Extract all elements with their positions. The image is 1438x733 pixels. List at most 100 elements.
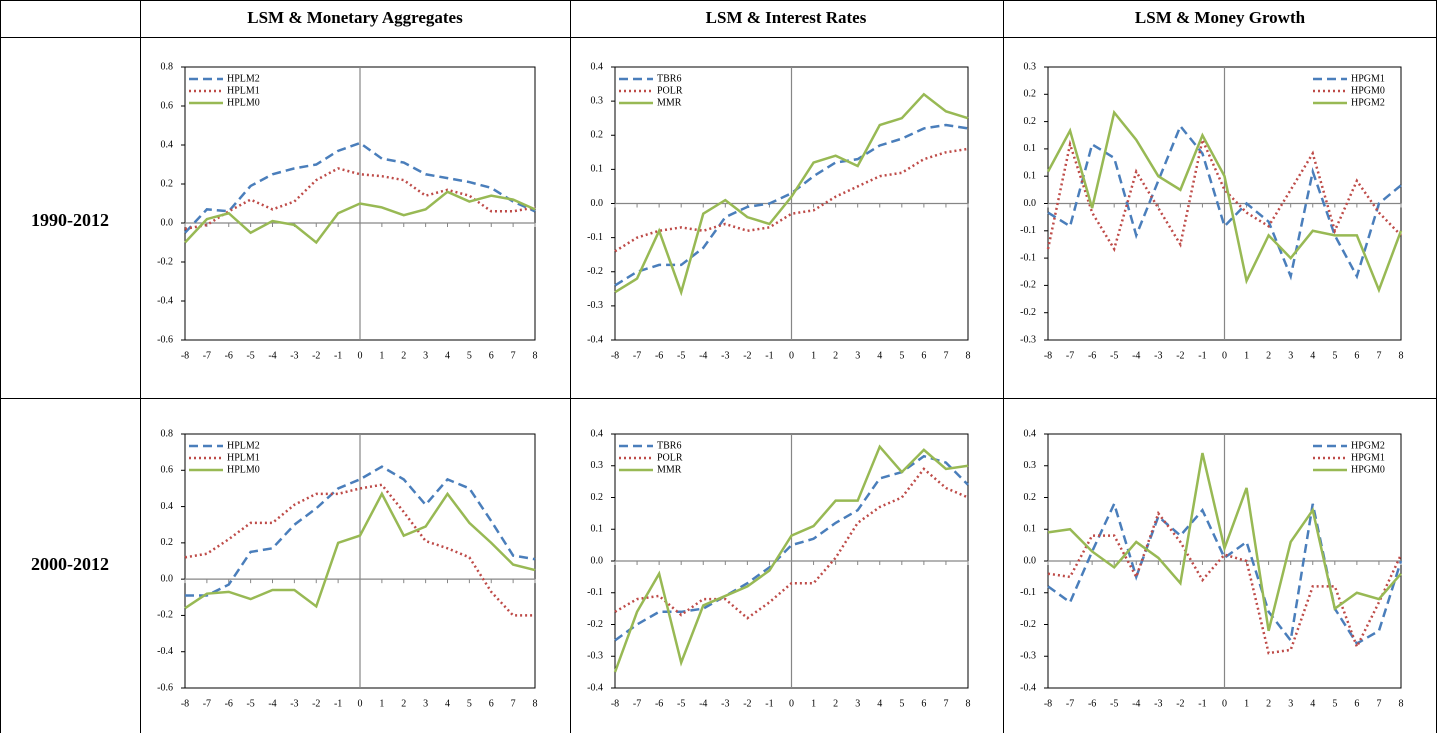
y-tick-label: -0.3 xyxy=(587,300,603,311)
series-line xyxy=(1047,452,1402,632)
x-tick-label: -5 xyxy=(246,350,254,361)
y-tick-label: -0.4 xyxy=(1020,682,1036,693)
legend-label: HPGM0 xyxy=(1351,464,1385,475)
series-line xyxy=(1047,123,1402,281)
x-tick-label: 5 xyxy=(899,698,904,709)
y-tick-label: -0.1 xyxy=(587,232,603,243)
x-tick-label: -5 xyxy=(677,350,685,361)
x-tick-label: -4 xyxy=(268,698,276,709)
x-tick-label: 1 xyxy=(379,350,384,361)
series-line xyxy=(614,123,969,287)
x-tick-label: 5 xyxy=(1332,698,1337,709)
series-line xyxy=(184,491,536,610)
legend-label: HPGM0 xyxy=(1351,85,1385,96)
x-tick-label: 0 xyxy=(358,698,363,709)
x-tick-label: -7 xyxy=(1066,350,1074,361)
x-tick-label: -6 xyxy=(225,698,233,709)
x-tick-label: -2 xyxy=(1176,698,1184,709)
x-tick-label: -8 xyxy=(181,698,189,709)
x-tick-label: 8 xyxy=(1399,350,1404,361)
x-tick-label: -2 xyxy=(312,350,320,361)
x-tick-label: -8 xyxy=(611,698,619,709)
y-tick-label: -0.4 xyxy=(157,295,173,306)
y-tick-label: 0.3 xyxy=(1024,61,1037,72)
x-tick-label: 2 xyxy=(1266,698,1271,709)
y-tick-label: 0.6 xyxy=(161,100,174,111)
y-tick-label: 0.1 xyxy=(591,524,604,535)
y-tick-label: -0.4 xyxy=(157,646,173,657)
x-tick-label: 1 xyxy=(811,698,816,709)
x-tick-label: 5 xyxy=(467,698,472,709)
x-tick-label: 6 xyxy=(921,350,926,361)
x-tick-label: -1 xyxy=(334,350,342,361)
y-tick-label: -0.2 xyxy=(1020,280,1036,291)
x-tick-label: -3 xyxy=(1154,350,1162,361)
x-tick-label: 2 xyxy=(401,350,406,361)
y-tick-label: -0.2 xyxy=(157,610,173,621)
legend-label: TBR6 xyxy=(657,440,681,451)
y-tick-label: 0.4 xyxy=(161,139,174,150)
legend-label: MMR xyxy=(657,464,682,475)
legend-label: HPLM1 xyxy=(227,452,260,463)
row-label: 2000-2012 xyxy=(31,554,109,574)
x-tick-label: 2 xyxy=(833,698,838,709)
y-tick-label: -0.3 xyxy=(1020,651,1036,662)
series-line xyxy=(1046,109,1403,294)
legend-label: HPGM2 xyxy=(1351,440,1385,451)
x-tick-label: 0 xyxy=(358,350,363,361)
x-tick-label: -5 xyxy=(1110,350,1118,361)
y-tick-label: -0.4 xyxy=(587,334,603,345)
legend-label: HPLM1 xyxy=(227,85,260,96)
y-tick-label: 0.0 xyxy=(1024,555,1037,566)
y-tick-label: 0.3 xyxy=(591,460,604,471)
y-tick-label: 0.8 xyxy=(161,61,174,72)
x-tick-label: -4 xyxy=(699,698,707,709)
x-tick-label: -4 xyxy=(699,350,707,361)
legend-label: HPLM0 xyxy=(227,464,260,475)
legend-label: HPLM2 xyxy=(227,440,260,451)
column-header: LSM & Interest Rates xyxy=(706,8,867,27)
y-tick-label: -0.1 xyxy=(587,587,603,598)
x-tick-label: 3 xyxy=(1288,698,1293,709)
legend-label: HPLM0 xyxy=(227,97,260,108)
x-tick-label: 3 xyxy=(855,350,860,361)
series-line xyxy=(614,454,969,642)
legend-label: POLR xyxy=(657,452,683,463)
legend-label: HPLM2 xyxy=(227,73,260,84)
x-tick-label: -2 xyxy=(312,698,320,709)
legend-label: HPGM2 xyxy=(1351,97,1385,108)
legend-label: HPGM1 xyxy=(1351,73,1385,84)
series-line xyxy=(614,467,969,620)
x-tick-label: -4 xyxy=(1132,698,1140,709)
y-tick-label: 0.0 xyxy=(161,573,174,584)
x-tick-label: 7 xyxy=(1376,698,1381,709)
series-line xyxy=(184,190,536,245)
x-tick-label: 1 xyxy=(379,698,384,709)
y-tick-label: 0.2 xyxy=(1024,89,1037,100)
x-tick-label: 6 xyxy=(489,698,494,709)
x-tick-label: -6 xyxy=(225,350,233,361)
y-tick-label: 0.4 xyxy=(591,428,604,439)
series-line xyxy=(613,444,969,673)
legend-label: TBR6 xyxy=(657,73,681,84)
x-tick-label: -3 xyxy=(721,698,729,709)
x-tick-label: 7 xyxy=(943,350,948,361)
x-tick-label: 6 xyxy=(489,350,494,361)
x-tick-label: 2 xyxy=(1266,350,1271,361)
x-tick-label: 4 xyxy=(445,350,450,361)
x-tick-label: -8 xyxy=(1044,698,1052,709)
x-tick-label: -3 xyxy=(1154,698,1162,709)
x-tick-label: -5 xyxy=(246,698,254,709)
legend-label: MMR xyxy=(657,97,682,108)
y-tick-label: -0.1 xyxy=(1020,587,1036,598)
y-tick-label: 0.2 xyxy=(161,537,174,548)
y-tick-label: 0.0 xyxy=(1024,198,1037,209)
x-tick-label: -6 xyxy=(1088,698,1096,709)
x-tick-label: 4 xyxy=(1310,350,1315,361)
x-tick-label: 0 xyxy=(789,698,794,709)
x-tick-label: 3 xyxy=(423,350,428,361)
line-chart: -0.4 -0.3 -0.2 -0.1 0.0 0.1 0.2 0.3 0.4 -8 -7 -6 -5 -… xyxy=(587,61,970,361)
x-tick-label: -6 xyxy=(1088,350,1096,361)
y-tick-label: -0.2 xyxy=(587,619,603,630)
x-tick-label: 0 xyxy=(1222,350,1227,361)
